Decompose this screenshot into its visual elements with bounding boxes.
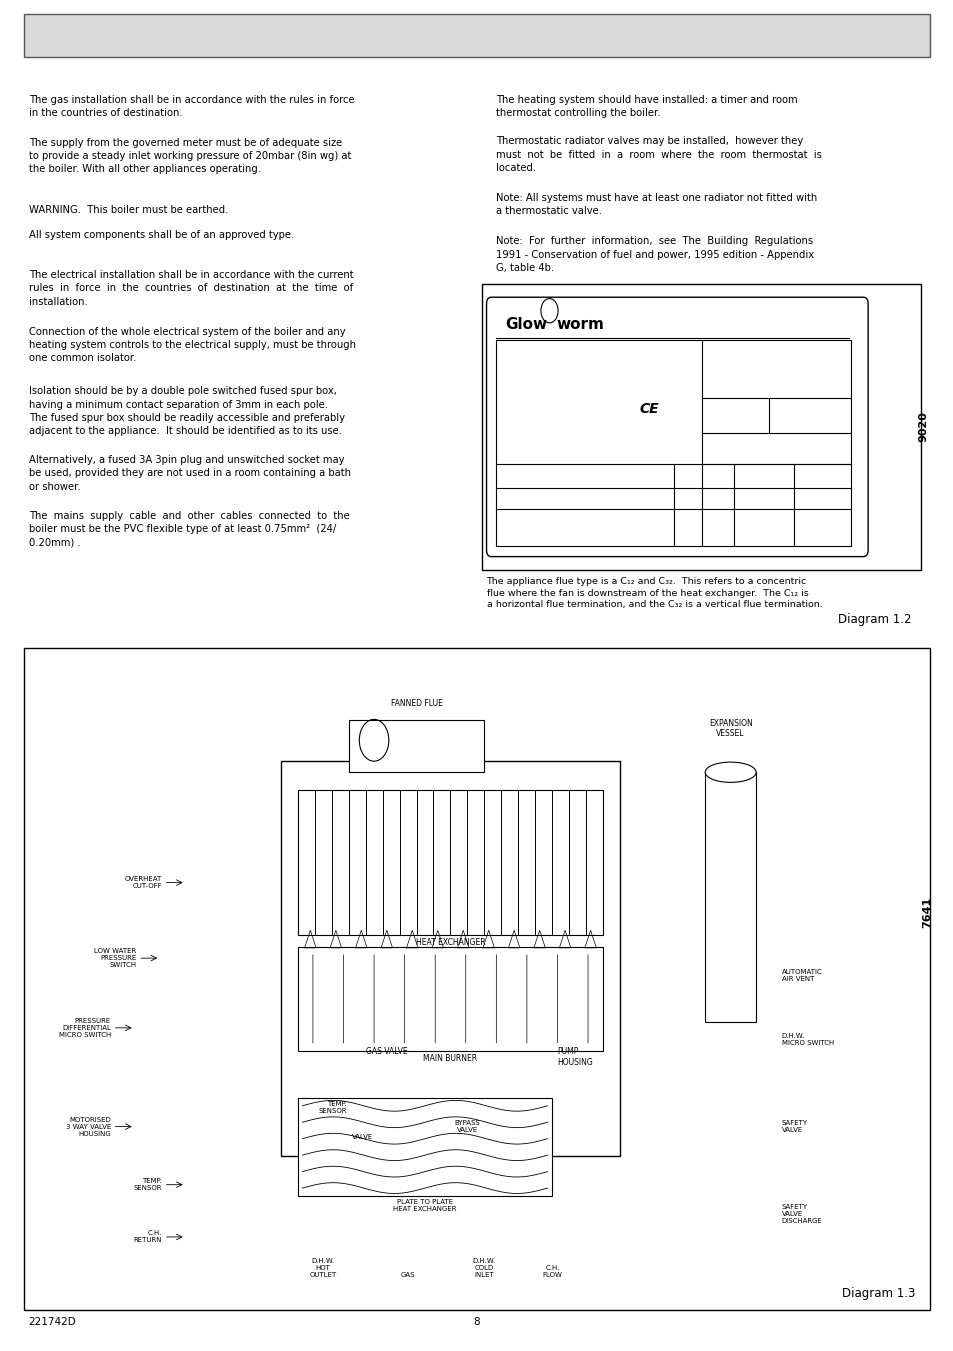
Text: The  mains  supply  cable  and  other  cables  connected  to  the
boiler must be: The mains supply cable and other cables … (29, 511, 349, 547)
Text: CE: CE (639, 401, 659, 416)
Text: BYPASS
VALVE: BYPASS VALVE (455, 1120, 479, 1133)
Text: worm: worm (556, 317, 603, 332)
Text: HEAT EXCHANGER: HEAT EXCHANGER (416, 938, 485, 947)
Text: C.H.
RETURN: C.H. RETURN (133, 1231, 162, 1243)
Text: 221742D: 221742D (29, 1317, 76, 1327)
Text: The electrical installation shall be in accordance with the current
rules  in  f: The electrical installation shall be in … (29, 270, 353, 307)
Text: 7641: 7641 (922, 896, 931, 928)
Text: Glow: Glow (505, 317, 547, 332)
Text: WARNING.  This boiler must be earthed.: WARNING. This boiler must be earthed. (29, 205, 228, 215)
Text: GAS: GAS (400, 1271, 415, 1278)
Text: The appliance flue type is a C₁₂ and C₃₂.  This refers to a concentric
flue wher: The appliance flue type is a C₁₂ and C₃₂… (486, 577, 821, 609)
Text: Note:  For  further  information,  see  The  Building  Regulations
1991 - Conser: Note: For further information, see The B… (496, 236, 813, 273)
Text: TEMP.
SENSOR: TEMP. SENSOR (318, 1101, 346, 1113)
Text: D.H.W.
COLD
INLET: D.H.W. COLD INLET (473, 1258, 496, 1278)
Text: D.H.W.
MICRO SWITCH: D.H.W. MICRO SWITCH (781, 1034, 833, 1046)
Text: C.H.
FLOW: C.H. FLOW (542, 1265, 561, 1278)
FancyBboxPatch shape (486, 297, 867, 557)
Text: All system components shall be of an approved type.: All system components shall be of an app… (29, 230, 294, 239)
Ellipse shape (704, 762, 756, 782)
Text: The heating system should have installed: a timer and room
thermostat controllin: The heating system should have installed… (496, 95, 797, 118)
Text: PUMP
HOUSING: PUMP HOUSING (557, 1047, 592, 1067)
Bar (280, 761, 619, 1155)
Text: 9020: 9020 (917, 412, 927, 442)
Text: PLATE TO PLATE
HEAT EXCHANGER: PLATE TO PLATE HEAT EXCHANGER (393, 1200, 456, 1212)
Text: The supply from the governed meter must be of adequate size
to provide a steady : The supply from the governed meter must … (29, 138, 351, 174)
Bar (24, 648, 929, 1310)
Text: SAFETY
VALVE
DISCHARGE: SAFETY VALVE DISCHARGE (781, 1204, 821, 1224)
Text: PRESSURE
DIFFERENTIAL
MICRO SWITCH: PRESSURE DIFFERENTIAL MICRO SWITCH (58, 1017, 111, 1038)
Text: MAIN BURNER: MAIN BURNER (423, 1054, 477, 1063)
Text: AUTOMATIC
AIR VENT: AUTOMATIC AIR VENT (781, 969, 821, 982)
Text: FANNED FLUE: FANNED FLUE (390, 700, 442, 708)
Text: Isolation should be by a double pole switched fused spur box,
having a minimum c: Isolation should be by a double pole swi… (29, 386, 344, 436)
Bar (348, 720, 484, 773)
Text: VALVE: VALVE (352, 1135, 374, 1140)
FancyBboxPatch shape (24, 14, 929, 57)
Bar (496, 340, 850, 546)
Bar (297, 1097, 552, 1197)
Text: D.H.W.
HOT
OUTLET: D.H.W. HOT OUTLET (309, 1258, 336, 1278)
Bar (704, 773, 756, 1021)
Text: GAS VALVE: GAS VALVE (365, 1047, 407, 1056)
Text: Thermostatic radiator valves may be installed,  however they
must  not  be  fitt: Thermostatic radiator valves may be inst… (496, 136, 821, 173)
Text: The gas installation shall be in accordance with the rules in force
in the count: The gas installation shall be in accorda… (29, 95, 354, 118)
Bar (297, 789, 602, 935)
Text: Connection of the whole electrical system of the boiler and any
heating system c: Connection of the whole electrical syste… (29, 327, 355, 363)
Text: TEMP.
SENSOR: TEMP. SENSOR (133, 1178, 162, 1192)
Text: 8: 8 (474, 1317, 479, 1327)
Text: Alternatively, a fused 3A 3pin plug and unswitched socket may
be used, provided : Alternatively, a fused 3A 3pin plug and … (29, 455, 351, 492)
Text: SAFETY
VALVE: SAFETY VALVE (781, 1120, 807, 1133)
Bar (297, 947, 602, 1051)
Text: LOW WATER
PRESSURE
SWITCH: LOW WATER PRESSURE SWITCH (94, 948, 136, 969)
Text: Diagram 1.2: Diagram 1.2 (837, 613, 910, 627)
Text: Note: All systems must have at least one radiator not fitted with
a thermostatic: Note: All systems must have at least one… (496, 193, 817, 216)
Text: MOTORISED
3 WAY VALVE
HOUSING: MOTORISED 3 WAY VALVE HOUSING (66, 1116, 111, 1136)
Text: Diagram 1.3: Diagram 1.3 (841, 1286, 915, 1300)
Text: OVERHEAT
CUT-OFF: OVERHEAT CUT-OFF (125, 875, 162, 889)
Bar (481, 284, 920, 570)
Text: EXPANSION
VESSEL: EXPANSION VESSEL (708, 719, 752, 739)
